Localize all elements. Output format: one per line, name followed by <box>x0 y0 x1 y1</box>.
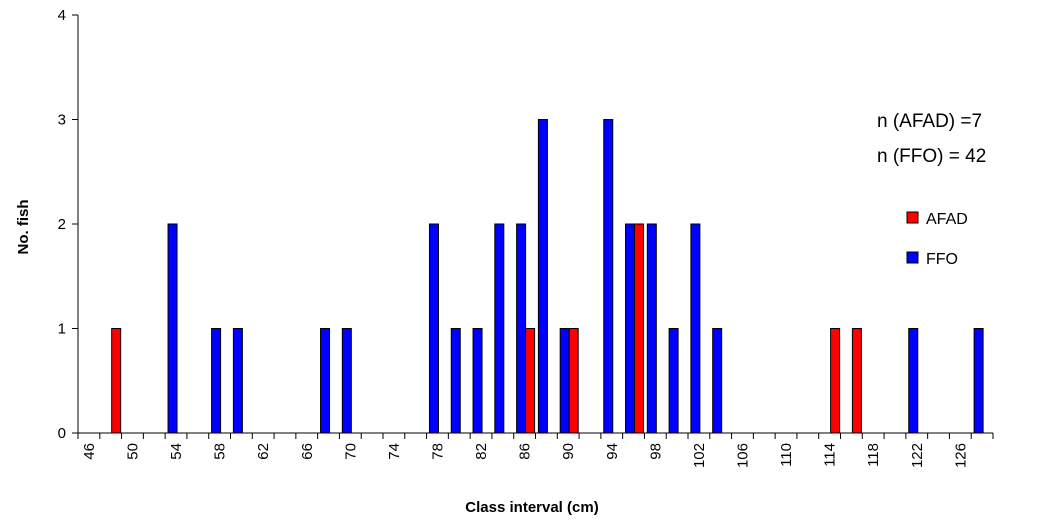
annotation-n-afad: n (AFAD) =7 <box>877 111 982 132</box>
bar-ffo-86 <box>516 223 527 434</box>
bar-ffo-94 <box>603 119 614 434</box>
x-tick-label: 86 <box>517 443 534 460</box>
legend-swatch-ffo <box>906 251 919 264</box>
bar-ffo-96 <box>625 223 636 434</box>
x-tick-label: 46 <box>81 443 98 460</box>
x-tick-label: 70 <box>342 443 359 460</box>
x-tick-label: 102 <box>691 443 708 468</box>
x-tick-label: 126 <box>952 443 969 468</box>
y-axis-title: No. fish <box>15 200 32 255</box>
x-tick-label: 58 <box>212 443 229 460</box>
bar-ffo-102 <box>690 223 701 434</box>
bar-ffo-98 <box>646 223 657 434</box>
x-tick-label: 54 <box>168 443 185 460</box>
bar-afad-86 <box>525 328 536 434</box>
x-tick-label: 50 <box>124 443 141 460</box>
bar-ffo-68 <box>320 328 331 434</box>
x-tick-label: 110 <box>778 443 795 467</box>
bar-ffo-78 <box>428 223 439 434</box>
x-tick-label: 66 <box>299 443 316 460</box>
bar-afad-90 <box>568 328 579 434</box>
bar-ffo-122 <box>908 328 919 434</box>
axes-layer <box>72 14 994 439</box>
bar-afad-96 <box>634 223 645 434</box>
bar-ffo-104 <box>712 328 723 434</box>
bar-ffo-54 <box>167 223 178 434</box>
bar-ffo-70 <box>341 328 352 434</box>
bar-ffo-82 <box>472 328 483 434</box>
x-tick-label: 90 <box>560 443 577 460</box>
bar-afad-114 <box>830 328 841 434</box>
tick-labels-layer: 0 1 2 3 4 46 50 54 58 62 66 70 74 78 82 86 90 94 98 102 106 1… <box>58 7 970 468</box>
x-tick-label: 118 <box>865 443 882 467</box>
bar-ffo-80 <box>450 328 461 434</box>
x-tick-label: 122 <box>909 443 926 468</box>
x-tick-label: 78 <box>429 443 446 460</box>
legend-label-afad: AFAD <box>926 211 968 228</box>
bars-layer <box>111 119 984 434</box>
legend-label-ffo: FFO <box>926 251 958 268</box>
bar-ffo-60 <box>232 328 243 434</box>
x-tick-label: 106 <box>734 443 751 468</box>
bar-ffo-90 <box>559 328 570 434</box>
y-tick-label: 3 <box>58 112 66 129</box>
legend: AFAD FFO <box>906 211 968 268</box>
x-tick-label: 74 <box>386 443 403 460</box>
x-tick-label: 114 <box>822 443 839 467</box>
bar-ffo-84 <box>494 223 505 434</box>
y-tick-label: 4 <box>58 7 66 24</box>
x-tick-label: 62 <box>255 443 272 460</box>
y-tick-label: 1 <box>58 321 66 338</box>
x-axis-title: Class interval (cm) <box>465 499 598 516</box>
legend-swatch-afad <box>906 211 919 224</box>
y-tick-label: 2 <box>58 216 66 233</box>
bar-ffo-88 <box>537 119 548 434</box>
y-tick-label: 0 <box>58 425 66 442</box>
x-tick-label: 98 <box>647 443 664 460</box>
annotation-n-ffo: n (FFO) = 42 <box>877 146 986 167</box>
bar-ffo-100 <box>668 328 679 434</box>
bar-afad-116 <box>851 328 862 434</box>
x-tick-label: 94 <box>604 443 621 460</box>
bar-ffo-128 <box>973 328 984 434</box>
bar-ffo-58 <box>211 328 222 434</box>
x-tick-label: 82 <box>473 443 490 460</box>
bar-afad-48 <box>111 328 122 434</box>
